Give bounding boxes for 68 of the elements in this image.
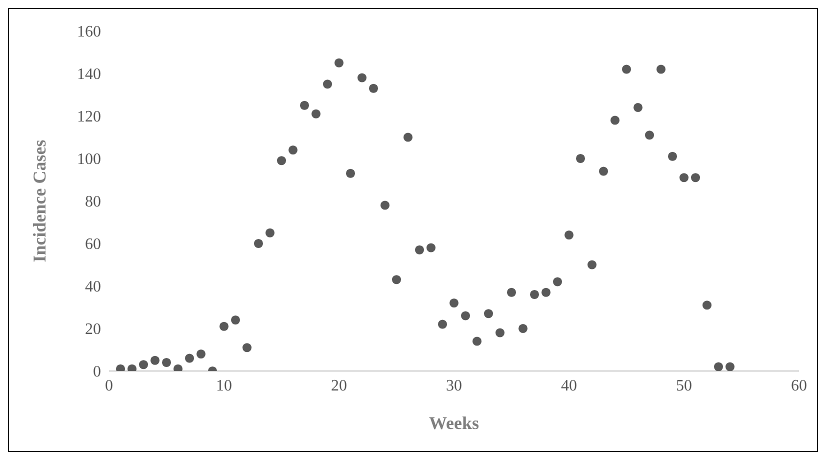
point	[162, 358, 172, 368]
point	[690, 173, 700, 182]
point	[587, 260, 597, 270]
y-tick-label: 40	[85, 278, 101, 296]
y-axis-title: Incidence Cases	[29, 140, 50, 262]
point	[449, 298, 459, 308]
point	[702, 300, 712, 310]
point	[426, 243, 436, 252]
y-tick-label: 60	[85, 236, 101, 254]
x-tick-label: 30	[446, 377, 462, 394]
point	[242, 343, 252, 352]
point	[322, 80, 332, 89]
point	[138, 360, 148, 370]
point	[150, 356, 160, 365]
point	[541, 288, 551, 297]
x-tick-label: 40	[561, 377, 577, 394]
point	[495, 328, 505, 338]
x-tick-label: 0	[105, 377, 113, 394]
point	[334, 58, 344, 68]
point	[644, 130, 654, 140]
point	[564, 230, 574, 240]
x-tick-label: 60	[791, 377, 807, 394]
point	[184, 354, 194, 363]
point	[219, 322, 229, 331]
y-tick-label: 120	[77, 108, 101, 126]
point	[380, 200, 390, 210]
point	[368, 84, 378, 93]
point	[679, 173, 689, 182]
x-tick-label: 50	[676, 377, 692, 394]
y-tick-label: 20	[85, 321, 101, 338]
point	[438, 320, 448, 329]
point	[403, 132, 413, 142]
y-tick-label: 0	[93, 364, 101, 381]
point	[610, 116, 620, 125]
point	[346, 168, 356, 178]
point	[598, 166, 608, 176]
point	[300, 100, 310, 110]
x-tick-label: 20	[331, 377, 347, 394]
point	[656, 64, 666, 74]
point	[265, 228, 275, 238]
point	[668, 152, 678, 161]
point	[288, 145, 298, 155]
point	[460, 311, 470, 320]
point	[484, 309, 494, 318]
y-tick-label: 100	[77, 151, 101, 168]
point	[714, 362, 724, 371]
point	[518, 324, 528, 334]
point	[254, 238, 264, 248]
point	[622, 64, 632, 74]
point	[633, 102, 643, 112]
y-tick-label: 140	[77, 66, 101, 84]
point	[311, 109, 321, 118]
point	[552, 277, 562, 286]
point	[506, 288, 516, 297]
x-tick-label: 10	[216, 377, 232, 394]
point	[472, 336, 482, 346]
point	[530, 290, 540, 300]
point	[230, 315, 240, 325]
point	[414, 245, 424, 254]
point	[576, 154, 586, 164]
point	[276, 156, 286, 166]
x-axis-title: Weeks	[428, 413, 480, 433]
point	[725, 362, 735, 371]
y-tick-label: 80	[85, 194, 101, 211]
point	[392, 275, 402, 284]
point	[196, 349, 206, 359]
point	[357, 73, 367, 82]
y-tick-label: 160	[77, 24, 101, 41]
